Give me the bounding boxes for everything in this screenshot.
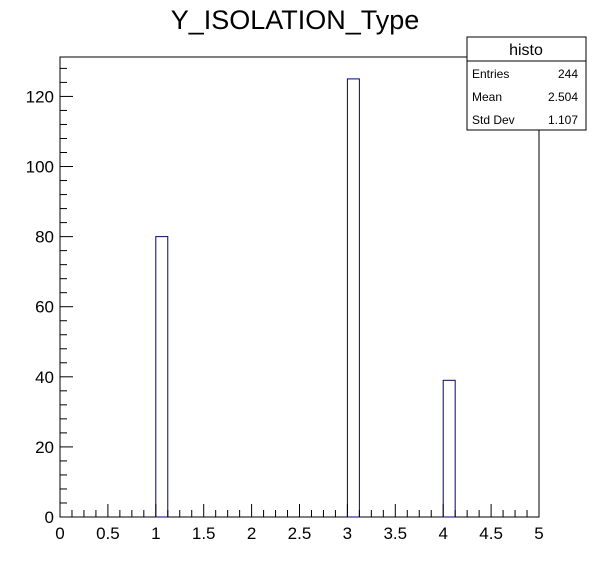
x-tick-label: 1 (151, 524, 160, 543)
histogram-bar-2 (442, 379, 456, 518)
stats-mean-value: 2.504 (548, 90, 578, 104)
histogram-bars (155, 78, 456, 518)
x-tick-label: 2.5 (288, 524, 312, 543)
y-tick-label: 0 (45, 508, 54, 527)
x-tick-label: 0 (55, 524, 64, 543)
stats-entries-label: Entries (472, 67, 509, 81)
x-tick-label: 3 (343, 524, 352, 543)
stats-box-frame (466, 36, 587, 131)
x-axis: 0 0.5 1 1.5 2 2.5 3 3.5 4 4.5 5 (55, 504, 544, 543)
y-tick-label: 60 (35, 298, 54, 317)
y-tick-label: 100 (26, 158, 54, 177)
y-axis: 0 20 40 60 80 100 120 (26, 67, 73, 527)
chart-title: Y_ISOLATION_Type (171, 5, 420, 35)
stats-stddev-label: Std Dev (472, 113, 515, 127)
stats-mean-label: Mean (472, 90, 502, 104)
x-tick-label: 4.5 (479, 524, 503, 543)
histogram-bar-1 (346, 78, 360, 518)
y-tick-label: 120 (26, 87, 54, 106)
x-tick-label: 2 (247, 524, 256, 543)
histogram-bar-0 (155, 236, 169, 518)
y-tick-label: 20 (35, 438, 54, 457)
stats-stddev-value: 1.107 (548, 113, 578, 127)
y-tick-label: 40 (35, 368, 54, 387)
stats-box-title: histo (509, 42, 543, 59)
x-tick-label: 0.5 (96, 524, 120, 543)
stats-entries-value: 244 (558, 67, 578, 81)
stats-box: histo Entries 244 Mean 2.504 Std Dev 1.1… (466, 36, 587, 131)
x-tick-label: 4 (438, 524, 447, 543)
x-tick-label: 1.5 (192, 524, 216, 543)
y-tick-label: 80 (35, 228, 54, 247)
x-tick-label: 5 (534, 524, 543, 543)
x-tick-label: 3.5 (383, 524, 407, 543)
